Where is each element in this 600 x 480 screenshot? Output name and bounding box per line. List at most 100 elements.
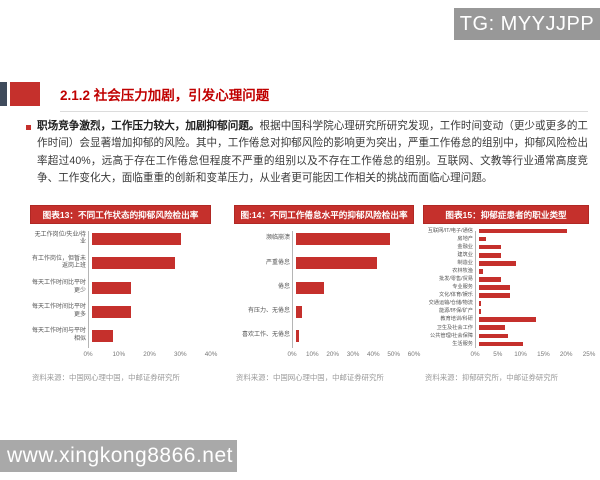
bar-label: 严重倦怠 (265, 259, 290, 266)
bar-track (479, 317, 589, 323)
bar (296, 305, 302, 318)
bar-track (479, 325, 589, 331)
chart-row: 无工作岗位/失业/待业 (30, 227, 211, 251)
bar (92, 281, 131, 294)
axis-ticks: 0% 5% 10% 15% 20% 25% (470, 348, 595, 361)
bar-label: 每天工作时间与平时相似 (31, 328, 86, 342)
bar-track (479, 301, 589, 306)
body-paragraph-text: 根据中国科学院心理研究所研究发现，工作时间变动（更少或更多的工作时间）会显著增加… (37, 120, 589, 185)
bar (479, 277, 501, 282)
chart-row: 每天工作时间比平时更多 (30, 300, 211, 324)
chart-row: 严重倦怠 (234, 251, 414, 275)
axis-tick-label: 0% (83, 351, 93, 359)
chart-row: 有工作岗位，但暂未返岗上班 (30, 251, 211, 275)
bar (479, 309, 482, 314)
chart-row: 能源/环保/矿产 (423, 308, 589, 316)
bar-track (479, 252, 589, 258)
axis-ticks: 0% 10% 20% 30% 40% 50% 60% (287, 348, 420, 361)
bar-label: 喜欢工作、无倦怠 (241, 332, 290, 339)
axis-tick-label: 10% (306, 351, 319, 359)
chart-plot-area: 濒临崩溃 严重倦怠 倦怠 有压力、无倦怠 喜欢工作、无倦怠 0% 10% 20% 30% 40% 5… (234, 227, 420, 361)
title-divider (60, 111, 588, 112)
bar-track (92, 281, 211, 294)
chart-row: 每天工作时间与平时相似 (30, 324, 211, 348)
chart-row: 濒临崩溃 (234, 227, 414, 251)
bar-label: 建筑业 (457, 251, 473, 258)
bar-track (479, 333, 589, 339)
axis-ticks: 0% 10% 20% 30% 40% (83, 348, 217, 361)
bar (296, 329, 299, 342)
chart-row: 生活服务 (423, 340, 589, 348)
x-axis: 0% 10% 20% 30% 40% (30, 348, 217, 361)
bar-label: 房地产 (457, 235, 473, 242)
axis-tick-label: 10% (112, 351, 126, 359)
axis-tick-label: 20% (143, 351, 156, 359)
bar (479, 228, 567, 234)
axis-tick-label: 40% (204, 351, 218, 359)
bar-track (296, 305, 414, 318)
chart-row: 倦怠 (234, 275, 414, 299)
chart-occupation-types: 图表15：抑郁症患者的职业类型 互联网/IT/电子/通信 房地产 金融业 建筑业 制造业… (423, 205, 596, 383)
bar-label: 能源/环保/矿产 (438, 308, 473, 315)
bar (296, 281, 324, 294)
charts-row: 图表13：不同工作状态的抑郁风险检出率 无工作岗位/失业/待业有工作岗位，但暂未… (30, 205, 596, 383)
bar-label: 每天工作时间比平时更多 (31, 304, 86, 318)
axis-tick-label: 30% (173, 351, 187, 359)
title-marker-red (10, 82, 40, 106)
site-watermark-text: www.xingkong8866.net (7, 444, 233, 467)
bar-track (92, 305, 211, 318)
chart-title: 图:14：不同工作倦怠水平的抑郁风险检出率 (234, 205, 414, 224)
bar (479, 333, 508, 339)
bar (479, 301, 482, 306)
chart-plot-area: 无工作岗位/失业/待业有工作岗位，但暂未返岗上班 每天工作时间比平时更少每天工作时… (30, 227, 217, 361)
chart-row: 卫生及社会工作 (423, 324, 589, 332)
bar (479, 285, 510, 290)
bar-track (479, 309, 589, 314)
bar (479, 260, 517, 266)
axis-tick-label: 5% (493, 350, 503, 358)
x-axis: 0% 10% 20% 30% 40% 50% 60% (234, 348, 420, 361)
chart-plot-area: 互联网/IT/电子/通信 房地产 金融业 建筑业 制造业 农林牧渔 批发/零售/贸易 专业服务… (423, 227, 596, 361)
bar-label: 生活服务 (452, 340, 473, 347)
telegram-watermark: TG: MYYJJPP (454, 8, 600, 40)
chart-source: 资料来源：中国网心理中国，中邮证券研究所 (32, 373, 180, 382)
chart-row: 每天工作时间比平时更少 (30, 275, 211, 299)
bar-track (92, 233, 211, 246)
bar-label: 公共管理/社会保障 (430, 332, 473, 339)
bar-track (479, 269, 589, 274)
bar (479, 317, 537, 323)
chart-row: 教育培训/科研 (423, 316, 589, 324)
bar (296, 233, 391, 246)
bar (92, 233, 182, 246)
bar-label: 教育培训/科研 (440, 316, 473, 323)
bar (479, 236, 486, 242)
chart-title: 图表15：抑郁症患者的职业类型 (423, 205, 589, 224)
chart-row: 金融业 (423, 243, 589, 251)
bar (92, 305, 131, 318)
bar-track (479, 228, 589, 234)
axis-tick-label: 20% (559, 350, 573, 358)
bar-track (92, 257, 211, 270)
chart-title: 图表13：不同工作状态的抑郁风险检出率 (30, 205, 211, 224)
chart-row: 制造业 (423, 259, 589, 267)
axis-tick-label: 20% (326, 351, 339, 359)
bar-label: 无工作岗位/失业/待业 (34, 231, 86, 246)
chart-row: 公共管理/社会保障 (423, 332, 589, 340)
bar (479, 341, 523, 347)
bar (479, 244, 501, 250)
bar-label: 金融业 (457, 243, 473, 250)
axis-tick-label: 50% (387, 351, 400, 359)
bar-label: 农林牧渔 (452, 268, 473, 275)
bar (479, 269, 484, 274)
bar-track (479, 236, 589, 242)
chart-row: 专业服务 (423, 283, 589, 291)
chart-source: 资料来源：抑郁研究所，中邮证券研究所 (425, 373, 559, 382)
title-marker-dark (0, 82, 7, 106)
bar-label: 批发/零售/贸易 (438, 276, 473, 283)
bar-label: 卫生及社会工作 (436, 324, 473, 331)
chart-row: 交通运输/仓储/物流 (423, 300, 589, 308)
bar (92, 257, 176, 270)
section-title-row: 2.1.2 社会压力加剧，引发心理问题 (0, 82, 269, 106)
bar-label: 倦怠 (277, 283, 290, 290)
